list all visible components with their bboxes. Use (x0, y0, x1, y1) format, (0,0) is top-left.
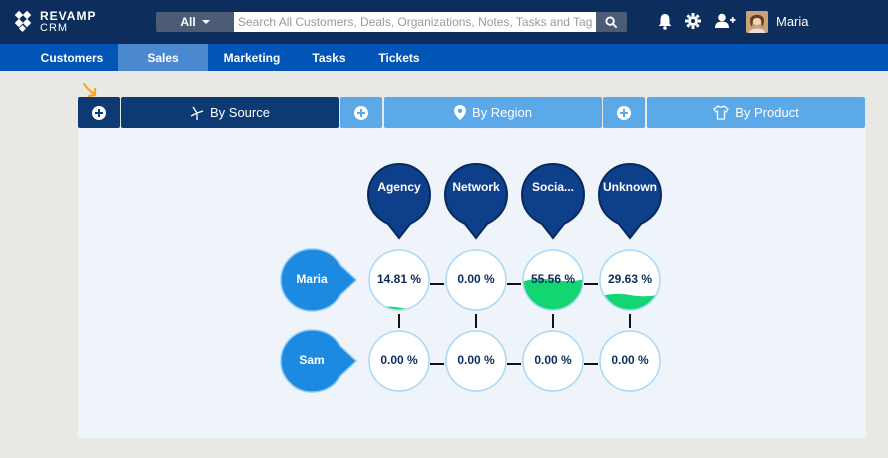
column-pin-unknown[interactable]: Unknown (597, 162, 663, 242)
nav-label: Sales (147, 50, 179, 65)
cell-gauge (445, 249, 507, 311)
search-scope-label: All (180, 15, 196, 29)
matrix-cell[interactable]: 29.63 % (598, 248, 662, 312)
logo-mark-icon (14, 10, 32, 33)
add-user-icon (715, 13, 736, 28)
column-label: Agency (377, 180, 421, 194)
matrix-cell[interactable]: 0.00 % (598, 329, 662, 393)
cell-value: 29.63 % (607, 272, 653, 286)
windmill-icon (190, 106, 204, 120)
search-icon (605, 15, 618, 28)
person-marker-icon (280, 248, 358, 312)
pin-marker-icon (597, 162, 663, 240)
cell-gauge (522, 249, 584, 311)
tab-label: By Product (735, 105, 799, 120)
chevron-down-icon (201, 20, 210, 24)
logo-subtext: CRM (40, 22, 69, 34)
tab-label: By Region (472, 105, 532, 120)
settings-button[interactable] (683, 11, 703, 31)
pin-marker-icon (520, 162, 586, 240)
cell-gauge (599, 249, 661, 311)
connector-line (430, 283, 444, 285)
nav-marketing[interactable]: Marketing (218, 44, 286, 71)
row-person-maria[interactable]: Maria (280, 248, 360, 312)
bell-icon (658, 13, 672, 30)
cell-value: 0.00 % (457, 272, 495, 286)
cell-gauge (445, 330, 507, 392)
add-product-button[interactable] (603, 97, 645, 128)
connector-line (552, 314, 554, 328)
search-button[interactable] (596, 12, 627, 32)
matrix-cell[interactable]: 0.00 % (444, 248, 508, 312)
cell-gauge (522, 330, 584, 392)
connector-line (430, 363, 444, 365)
matrix-cell[interactable]: 55.56 % (521, 248, 585, 312)
nav-tasks[interactable]: Tasks (306, 44, 352, 71)
tab-by-product[interactable]: By Product (647, 97, 865, 128)
nav-label: Marketing (223, 50, 281, 65)
main-nav: Customers Sales Marketing Tasks Tickets (0, 44, 888, 71)
pin-marker-icon (443, 162, 509, 240)
app-logo[interactable]: REVAMP CRM (14, 8, 104, 36)
avatar[interactable] (746, 11, 768, 33)
column-pin-social[interactable]: Socia... (520, 162, 586, 242)
add-region-button[interactable] (340, 97, 382, 128)
nav-customers[interactable]: Customers (38, 44, 106, 71)
connector-line (629, 314, 631, 328)
row-person-sam[interactable]: Sam (280, 329, 360, 393)
column-label: Socia... (531, 180, 575, 194)
column-pin-network[interactable]: Network (443, 162, 509, 242)
cell-value: 0.00 % (457, 353, 495, 367)
search-input[interactable] (234, 12, 596, 32)
tab-by-source[interactable]: By Source (121, 97, 339, 128)
plus-circle-icon (617, 105, 631, 120)
nav-label: Tickets (378, 50, 420, 65)
gear-icon (685, 13, 701, 29)
shirt-icon (713, 105, 729, 120)
connector-line (584, 283, 598, 285)
location-pin-icon (454, 105, 466, 120)
cell-gauge (368, 249, 430, 311)
column-pin-agency[interactable]: Agency (366, 162, 432, 242)
nav-sales[interactable]: Sales (118, 44, 208, 71)
connector-line (507, 283, 521, 285)
plus-circle-icon (354, 105, 368, 120)
add-user-button[interactable] (713, 11, 737, 31)
nav-label: Tasks (312, 50, 346, 65)
notifications-button[interactable] (655, 11, 675, 31)
cell-value: 0.00 % (380, 353, 418, 367)
search-scope-dropdown[interactable]: All (156, 12, 234, 32)
add-source-button[interactable] (78, 97, 120, 128)
column-label: Unknown (603, 180, 657, 194)
connector-line (475, 314, 477, 328)
user-name[interactable]: Maria (776, 14, 809, 29)
plus-circle-icon (92, 105, 106, 120)
connector-line (507, 363, 521, 365)
pin-marker-icon (366, 162, 432, 240)
user-photo-icon (746, 11, 768, 33)
row-label: Sam (299, 353, 325, 367)
matrix-cell[interactable]: 0.00 % (367, 329, 431, 393)
matrix-cell[interactable]: 14.81 % (367, 248, 431, 312)
row-label: Maria (296, 272, 328, 286)
tab-by-region[interactable]: By Region (384, 97, 602, 128)
cell-gauge (368, 330, 430, 392)
matrix-cell[interactable]: 0.00 % (444, 329, 508, 393)
person-marker-icon (280, 329, 358, 393)
hint-arrow-icon (82, 82, 97, 98)
nav-label: Customers (40, 50, 104, 65)
cell-value: 14.81 % (376, 272, 422, 286)
connector-line (584, 363, 598, 365)
cell-value: 0.00 % (611, 353, 649, 367)
tab-label: By Source (210, 105, 270, 120)
top-bar: REVAMP CRM All (0, 0, 888, 44)
logo-text: REVAMP (40, 9, 97, 23)
cell-value: 55.56 % (530, 272, 576, 286)
nav-tickets[interactable]: Tickets (372, 44, 426, 71)
matrix-cell[interactable]: 0.00 % (521, 329, 585, 393)
column-label: Network (452, 180, 500, 194)
connector-line (398, 314, 400, 328)
cell-gauge (599, 330, 661, 392)
cell-value: 0.00 % (534, 353, 572, 367)
